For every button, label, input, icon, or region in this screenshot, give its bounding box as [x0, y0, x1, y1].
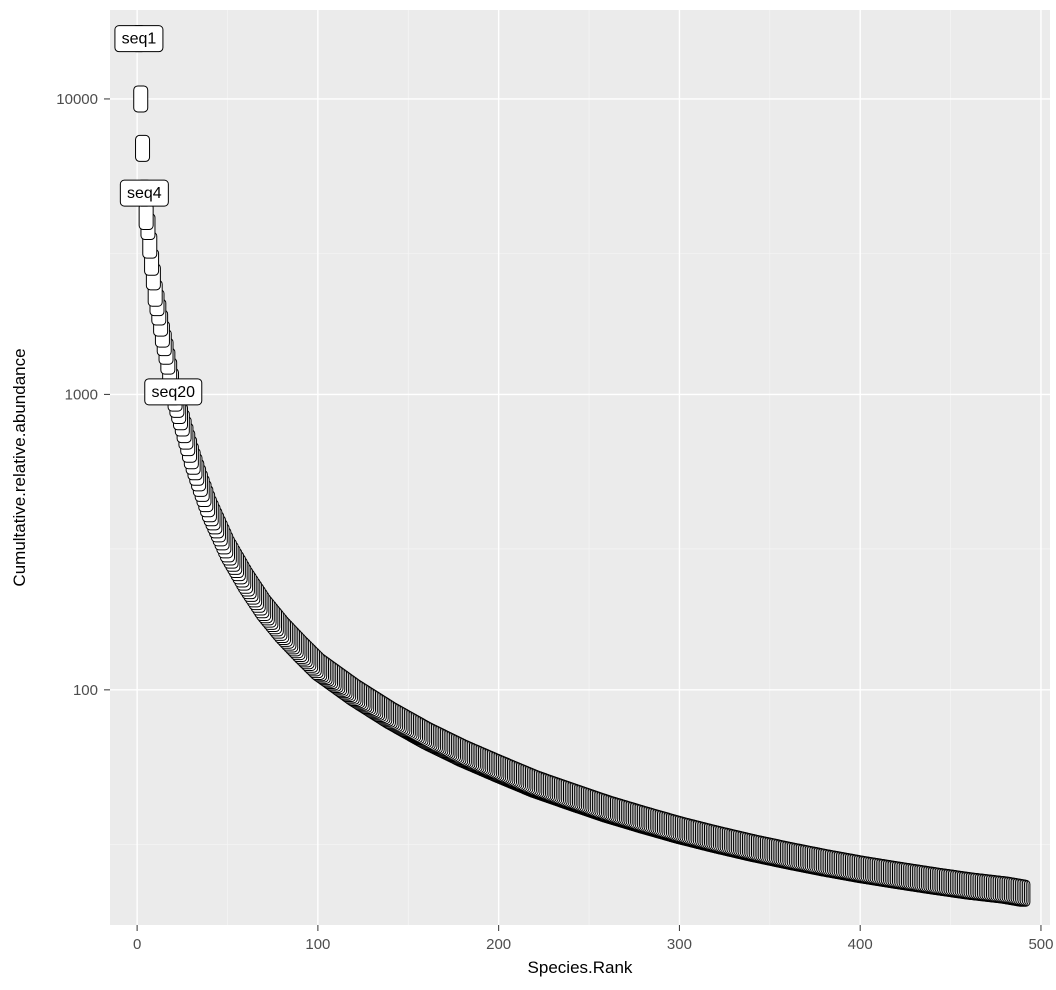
y-tick-label: 1000 [65, 386, 98, 403]
x-tick-label: 200 [486, 936, 511, 953]
x-axis-title: Species.Rank [528, 958, 633, 977]
highlighted-label-text: seq1 [122, 31, 157, 48]
chart-svg: seq1 seq4 seq20 0 100 200 300 400 500 100 1000 1000… [0, 0, 1056, 990]
highlighted-label-text: seq20 [151, 384, 195, 401]
y-axis-title: Cumultative.relative.abundance [10, 348, 29, 586]
label-marker [134, 86, 148, 112]
x-tick-label: 400 [848, 936, 873, 953]
x-tick-label: 300 [667, 936, 692, 953]
y-tick-label: 100 [73, 682, 98, 699]
x-tick-label: 0 [133, 936, 141, 953]
y-tick-label: 10000 [56, 91, 98, 108]
label-marker [136, 135, 150, 161]
label-marker [139, 204, 153, 230]
x-tick-label: 100 [305, 936, 330, 953]
highlighted-label-text: seq4 [127, 185, 162, 202]
x-tick-label: 500 [1028, 936, 1053, 953]
rank-abundance-chart: seq1 seq4 seq20 0 100 200 300 400 500 100 1000 1000… [0, 0, 1056, 990]
